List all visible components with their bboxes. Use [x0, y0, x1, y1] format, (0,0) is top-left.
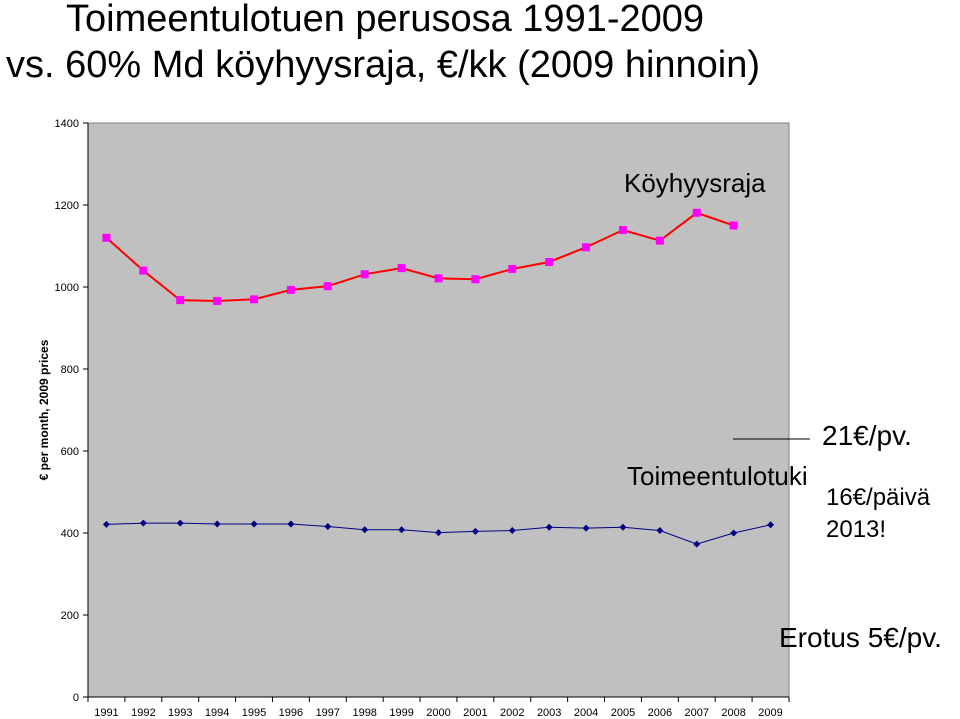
data-point-toimeentulotuki: [767, 521, 775, 529]
data-point-toimeentulotuki: [324, 522, 332, 530]
data-point-k-yhyysraja: [102, 233, 111, 242]
data-point-k-yhyysraja: [508, 264, 517, 273]
chart-title-line2: vs. 60% Md köyhyysraja, €/kk (2009 hinno…: [6, 44, 761, 86]
data-point-k-yhyysraja: [434, 274, 443, 283]
data-point-k-yhyysraja: [250, 295, 259, 304]
x-tick-label: 1993: [168, 707, 192, 719]
x-tick-label: 2009: [758, 707, 782, 719]
y-tick-label: 1200: [55, 200, 79, 212]
data-point-k-yhyysraja: [582, 243, 591, 252]
benefit-label: Toimeentulotuki: [627, 461, 808, 491]
series-line-k-yhyysraja: [105, 211, 734, 302]
plot-area: [87, 122, 790, 698]
chart-title: Toimeentulotuen perusosa 1991-2009 vs. 6…: [0, 0, 860, 88]
data-point-k-yhyysraja: [176, 296, 185, 305]
x-tick-label: 1996: [279, 707, 303, 719]
x-tick-label: 2004: [574, 707, 598, 719]
y-tick-label: 400: [61, 528, 79, 540]
x-tick-label: 2006: [648, 707, 672, 719]
data-point-k-yhyysraja: [618, 226, 627, 235]
y-tick-label: 1400: [55, 118, 79, 130]
data-point-toimeentulotuki: [176, 519, 184, 527]
x-tick-label: 2000: [426, 707, 450, 719]
x-tick-label: 1994: [205, 707, 229, 719]
poverty-line-label: Köyhyysraja: [624, 168, 766, 198]
data-point-k-yhyysraja: [397, 264, 406, 273]
data-point-k-yhyysraja: [545, 257, 554, 266]
data-point-toimeentulotuki: [102, 520, 110, 528]
y-tick-label: 200: [61, 610, 79, 622]
data-point-toimeentulotuki: [139, 519, 147, 527]
x-tick-label: 1998: [352, 707, 376, 719]
data-point-k-yhyysraja: [729, 221, 738, 230]
data-point-k-yhyysraja: [360, 270, 369, 279]
data-point-toimeentulotuki: [398, 526, 406, 534]
data-point-toimeentulotuki: [582, 524, 590, 532]
x-tick-label: 1992: [131, 707, 155, 719]
data-point-k-yhyysraja: [655, 236, 664, 245]
data-point-k-yhyysraja: [213, 296, 222, 305]
x-tick-label: 1999: [389, 707, 413, 719]
data-point-toimeentulotuki: [213, 520, 221, 528]
x-tick-label: 2005: [611, 707, 635, 719]
data-point-toimeentulotuki: [361, 526, 369, 534]
y-tick-label: 0: [73, 692, 79, 704]
x-tick-label: 2003: [537, 707, 561, 719]
data-point-toimeentulotuki: [656, 527, 664, 535]
x-tick-label: 2002: [500, 707, 524, 719]
data-point-toimeentulotuki: [508, 527, 516, 535]
data-point-k-yhyysraja: [692, 208, 701, 217]
x-tick-label: 2008: [721, 707, 745, 719]
data-point-toimeentulotuki: [287, 520, 295, 528]
data-point-toimeentulotuki: [250, 520, 258, 528]
data-point-toimeentulotuki: [545, 523, 553, 531]
data-point-toimeentulotuki: [619, 523, 627, 531]
data-point-k-yhyysraja: [323, 282, 332, 291]
data-point-toimeentulotuki: [693, 540, 701, 548]
data-point-toimeentulotuki: [435, 529, 442, 537]
x-tick-label: 1997: [316, 707, 340, 719]
per-day-label: 21€/pv.: [822, 420, 912, 451]
per-day-2013-line1: 16€/päivä: [826, 484, 931, 511]
data-point-toimeentulotuki: [730, 529, 738, 537]
difference-label: Erotus 5€/pv.: [779, 622, 942, 653]
x-tick-label: 2007: [685, 707, 709, 719]
y-tick-label: 600: [61, 446, 79, 458]
per-day-2013-line2: 2013!: [826, 516, 887, 543]
data-point-k-yhyysraja: [471, 275, 480, 284]
y-tick-label: 1000: [55, 282, 79, 294]
x-tick-label: 2001: [463, 707, 487, 719]
data-point-k-yhyysraja: [286, 285, 295, 294]
chart-title-line1: Toimeentulotuen perusosa 1991-2009: [66, 0, 705, 40]
data-point-k-yhyysraja: [139, 266, 148, 275]
data-point-toimeentulotuki: [471, 527, 479, 535]
x-tick-label: 1995: [242, 707, 266, 719]
y-axis-label: € per month, 2009 prices: [37, 339, 51, 480]
y-tick-label: 800: [61, 364, 79, 376]
x-tick-label: 1991: [94, 707, 118, 719]
